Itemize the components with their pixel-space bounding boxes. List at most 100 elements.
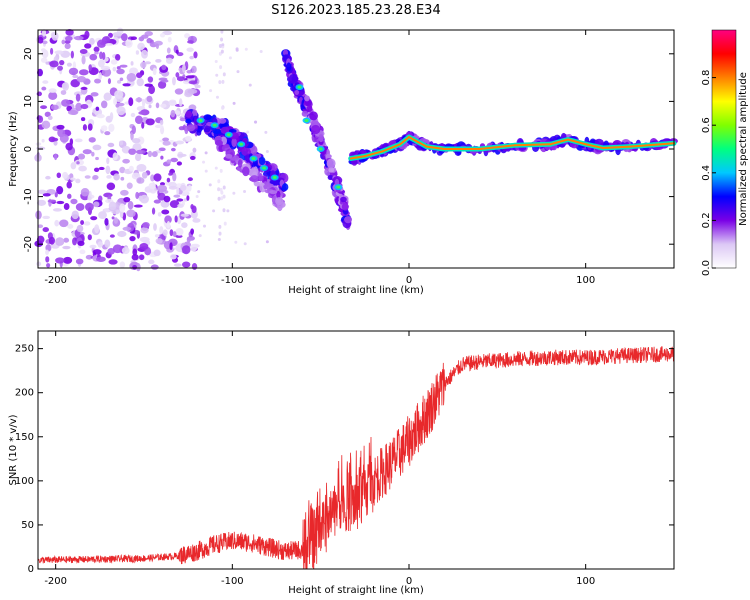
- heatmap-cell: [180, 184, 187, 191]
- heatmap-cell: [155, 238, 163, 244]
- heatmap-cell: [198, 234, 202, 238]
- heatmap-cell: [84, 30, 90, 39]
- heatmap-cell: [75, 178, 81, 184]
- heatmap-cell: [75, 93, 81, 102]
- heatmap-cell: [37, 68, 43, 77]
- heatmap-cell: [197, 85, 201, 89]
- heatmap-cell: [220, 196, 224, 201]
- heatmap-cell: [155, 43, 159, 49]
- heatmap-cell: [114, 54, 121, 61]
- heatmap-cell: [221, 105, 225, 110]
- heatmap-cell: [40, 48, 46, 52]
- heatmap-cell: [93, 167, 100, 172]
- heatmap-cell: [94, 51, 99, 55]
- heatmap-cell: [48, 88, 57, 93]
- heatmap-cell: [119, 261, 126, 268]
- heatmap-cell: [129, 67, 139, 75]
- heatmap-cell: [185, 118, 192, 124]
- heatmap-cell: [179, 117, 186, 122]
- heatmap-cell: [108, 123, 115, 132]
- heatmap-cell: [222, 185, 226, 190]
- heatmap-ridge-core: [514, 143, 552, 147]
- heatmap-cell: [265, 149, 269, 153]
- heatmap-cell: [56, 200, 65, 205]
- heatmap-cell: [70, 177, 76, 181]
- snr-x-tick-label: -100: [221, 576, 244, 587]
- heatmap-cell: [232, 191, 236, 195]
- heatmap-y-tick-label: -20: [23, 236, 34, 252]
- heatmap-cell: [160, 126, 165, 135]
- heatmap-cell: [218, 118, 227, 124]
- heatmap-cell: [188, 80, 198, 85]
- heatmap-cell: [218, 231, 222, 236]
- heatmap-cell: [113, 173, 120, 181]
- heatmap-cell: [61, 99, 71, 107]
- heatmap-cell: [310, 124, 321, 135]
- heatmap-cell: [239, 142, 244, 146]
- heatmap-cell: [192, 147, 197, 153]
- heatmap-cell: [103, 208, 110, 213]
- heatmap-cell: [204, 125, 212, 132]
- heatmap-cell: [95, 156, 99, 161]
- heatmap-cell: [70, 50, 74, 59]
- heatmap-cell: [131, 254, 139, 261]
- heatmap-cell: [226, 133, 231, 137]
- heatmap-cell: [232, 101, 236, 105]
- heatmap-cell: [155, 102, 160, 109]
- heatmap-cell: [202, 224, 206, 228]
- heatmap-cell: [186, 124, 196, 132]
- heatmap-y-ticks: -20 -10 0 10 20: [23, 47, 674, 252]
- heatmap-cell: [65, 142, 73, 151]
- heatmap-cell: [111, 216, 115, 220]
- heatmap-cell: [109, 234, 115, 238]
- heatmap-cell: [41, 29, 47, 37]
- heatmap-cell: [187, 88, 198, 94]
- heatmap-cell: [135, 149, 146, 155]
- heatmap-cell: [66, 181, 72, 189]
- heatmap-cell: [185, 75, 195, 79]
- heatmap-cell: [76, 224, 84, 233]
- heatmap-cell: [175, 140, 185, 145]
- heatmap-cell: [157, 80, 167, 89]
- heatmap-cell: [336, 185, 341, 189]
- heatmap-cell: [175, 49, 179, 55]
- heatmap-cell: [97, 241, 104, 248]
- snr-y-tick-label: 200: [15, 388, 34, 399]
- colorbar-tick-label: 0.0: [701, 260, 712, 276]
- snr-plot-area: [38, 331, 674, 569]
- heatmap-cell: [137, 136, 145, 145]
- heatmap-cell: [134, 115, 143, 125]
- heatmap-ridge-core: [549, 138, 569, 146]
- heatmap-cell: [153, 199, 161, 204]
- heatmap-cell: [297, 85, 302, 89]
- heatmap-cell: [172, 231, 177, 238]
- heatmap-cell: [221, 79, 225, 84]
- heatmap-cell: [96, 256, 106, 262]
- heatmap-cell: [59, 59, 65, 66]
- heatmap-cell: [79, 249, 86, 255]
- heatmap-cell: [288, 73, 299, 84]
- heatmap-cell: [87, 196, 92, 201]
- heatmap-cell: [155, 58, 162, 63]
- heatmap-ridge-core: [381, 143, 402, 153]
- heatmap-cell: [161, 209, 170, 215]
- heatmap-cell: [148, 104, 152, 109]
- heatmap-cell: [173, 263, 182, 267]
- heatmap-cell: [140, 226, 149, 234]
- heatmap-cell: [42, 80, 49, 84]
- heatmap-cell: [127, 201, 134, 210]
- heatmap-cell: [146, 95, 153, 103]
- heatmap-cell: [106, 157, 110, 165]
- heatmap-cell: [163, 195, 171, 203]
- heatmap-cell: [341, 202, 349, 211]
- heatmap-cell: [119, 203, 126, 213]
- heatmap-cell: [217, 187, 221, 192]
- snr-y-tick-label: 0: [28, 564, 34, 575]
- heatmap-cell: [159, 226, 164, 235]
- heatmap-cell: [54, 191, 58, 198]
- heatmap-cell: [54, 153, 58, 161]
- heatmap-cell: [153, 223, 157, 231]
- heatmap-x-ticks: -200 -100 0 100: [44, 30, 595, 286]
- heatmap-cell: [228, 128, 237, 134]
